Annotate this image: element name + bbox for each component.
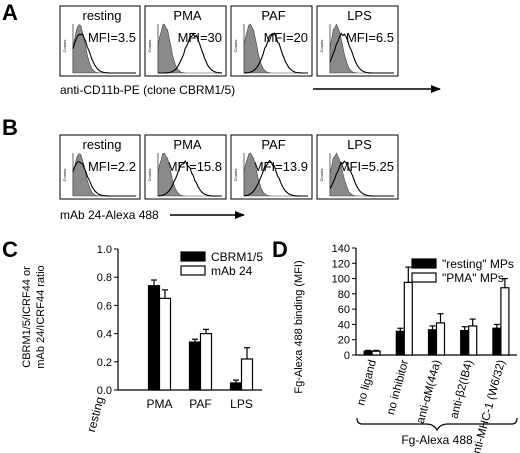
y-tick-label: 0	[344, 350, 350, 362]
legend-label: CBRM1/5	[211, 250, 263, 264]
panel-letter-b: B	[2, 115, 18, 140]
bar-0	[363, 350, 373, 356]
condition-label: PMA	[173, 8, 202, 23]
bar-0	[492, 327, 502, 356]
category-label: anti-αM(44a)	[415, 359, 444, 425]
category-label: resting	[84, 395, 107, 433]
condition-label: resting	[82, 8, 121, 23]
histogram-sample-line	[244, 31, 308, 74]
mfi-label: MFI=6.5	[346, 30, 394, 45]
category-label: no ligand	[355, 359, 379, 407]
panel-letter-d: D	[272, 237, 288, 262]
y-tick-label: 0.0	[97, 385, 112, 397]
legend-label: "resting" MPs	[442, 257, 514, 271]
panel-b-xlabel: mAb 24-Alexa 488	[60, 208, 159, 222]
panel-c-ylabel-line1: CBRM1/5/ICRF44 or	[21, 266, 33, 368]
y-tick-label: 20	[338, 335, 350, 347]
mfi-label: MFI=13.9	[253, 159, 308, 174]
legend-swatch	[411, 258, 437, 269]
histogram-ylabel: Counts	[233, 40, 238, 53]
condition-label: PAF	[261, 137, 285, 152]
panel-c-bar-chart: 0.0 0.2 0.4 0.6 0.8 1.0 resting PMA PAF LPS CBRM1/…	[84, 244, 263, 434]
bar-0	[395, 330, 405, 356]
histogram-sample-line	[329, 160, 394, 197]
category-label: anti-β2(IB4)	[448, 359, 475, 421]
histogram-isotype-fill	[157, 23, 222, 74]
mfi-label: MFI=30	[178, 30, 222, 45]
bar-1	[240, 358, 254, 391]
bar-0	[229, 382, 243, 391]
panel-d-bracket-label: Fg-Alexa 488	[401, 433, 473, 447]
histogram-ylabel: Counts	[62, 169, 67, 182]
histogram-sample-line	[157, 159, 222, 197]
panel-a-histograms: resting MFI=3.5 Counts PMA MFI=30 Counts PAF MF…	[59, 5, 399, 77]
panel-d-ylabel: Fg-Alexa 488 binding (MFI)	[293, 260, 305, 393]
panel-c-ylabel-line2: mAb 24/ICRF44 ratio	[35, 265, 47, 368]
histogram-sample-line	[158, 32, 222, 74]
legend-swatch	[411, 272, 437, 283]
bar-1	[158, 297, 172, 391]
legend-label: mAb 24	[211, 264, 253, 278]
bar-1	[199, 333, 213, 391]
y-tick-label: 80	[338, 289, 350, 301]
bar-1	[500, 287, 510, 356]
y-tick-label: 140	[332, 243, 350, 255]
bar-0	[427, 329, 438, 356]
histogram-sample-line	[243, 159, 308, 197]
condition-label: LPS	[347, 8, 372, 23]
panel-a-xlabel: anti-CD11b-PE (clone CBRM1/5)	[60, 83, 235, 97]
mfi-label: MFI=2.2	[88, 159, 136, 174]
y-tick-label: 0.8	[97, 272, 112, 284]
category-label: anti-MHC-1 (W6/32)	[470, 359, 508, 453]
y-tick-label: 100	[332, 274, 350, 286]
histogram-sample-line	[72, 33, 136, 74]
bar-0	[147, 285, 161, 391]
bar-1	[435, 322, 446, 356]
condition-label: PMA	[173, 137, 202, 152]
panel-d-bracket	[356, 417, 518, 432]
panel-b-histograms: resting MFI=2.2 Counts PMA MFI=15.8 Counts PAF…	[59, 134, 399, 200]
histogram-sample-line	[72, 161, 136, 197]
histogram-ylabel: Counts	[147, 40, 152, 53]
condition-label: LPS	[347, 137, 372, 152]
category-label: PMA	[146, 397, 172, 411]
category-label: LPS	[230, 397, 253, 411]
panel-letter-a: A	[2, 0, 18, 25]
mfi-label: MFI=5.25	[339, 159, 394, 174]
y-tick-label: 1.0	[97, 244, 112, 256]
condition-label: resting	[82, 137, 121, 152]
bar-1	[468, 325, 478, 356]
panel-letter-c: C	[2, 237, 18, 262]
histogram-ylabel: Counts	[62, 40, 67, 53]
y-tick-label: 0.4	[97, 329, 112, 341]
y-tick-label: 0.2	[97, 357, 112, 369]
legend-swatch	[180, 251, 206, 262]
mfi-label: MFI=20	[264, 30, 308, 45]
bar-1	[371, 350, 381, 356]
histogram-sample-line	[329, 32, 394, 74]
y-tick-label: 60	[338, 304, 350, 316]
y-tick-label: 40	[338, 319, 350, 331]
bar-0	[460, 329, 470, 356]
bar-1	[403, 281, 413, 356]
legend-swatch	[180, 265, 206, 276]
y-tick-label: 120	[332, 258, 350, 270]
mfi-label: MFI=3.5	[88, 30, 136, 45]
category-label: PAF	[189, 397, 211, 411]
histogram-ylabel: Counts	[319, 40, 324, 53]
category-label: no inhibitor	[385, 359, 411, 417]
histogram-ylabel: Counts	[319, 169, 324, 182]
y-tick-label: 0.6	[97, 300, 112, 312]
condition-label: PAF	[261, 8, 285, 23]
mfi-label: MFI=15.8	[167, 159, 222, 174]
bar-0	[188, 341, 202, 391]
histogram-ylabel: Counts	[233, 169, 238, 182]
legend-label: "PMA" MPs	[442, 271, 504, 285]
histogram-ylabel: Counts	[147, 169, 152, 182]
